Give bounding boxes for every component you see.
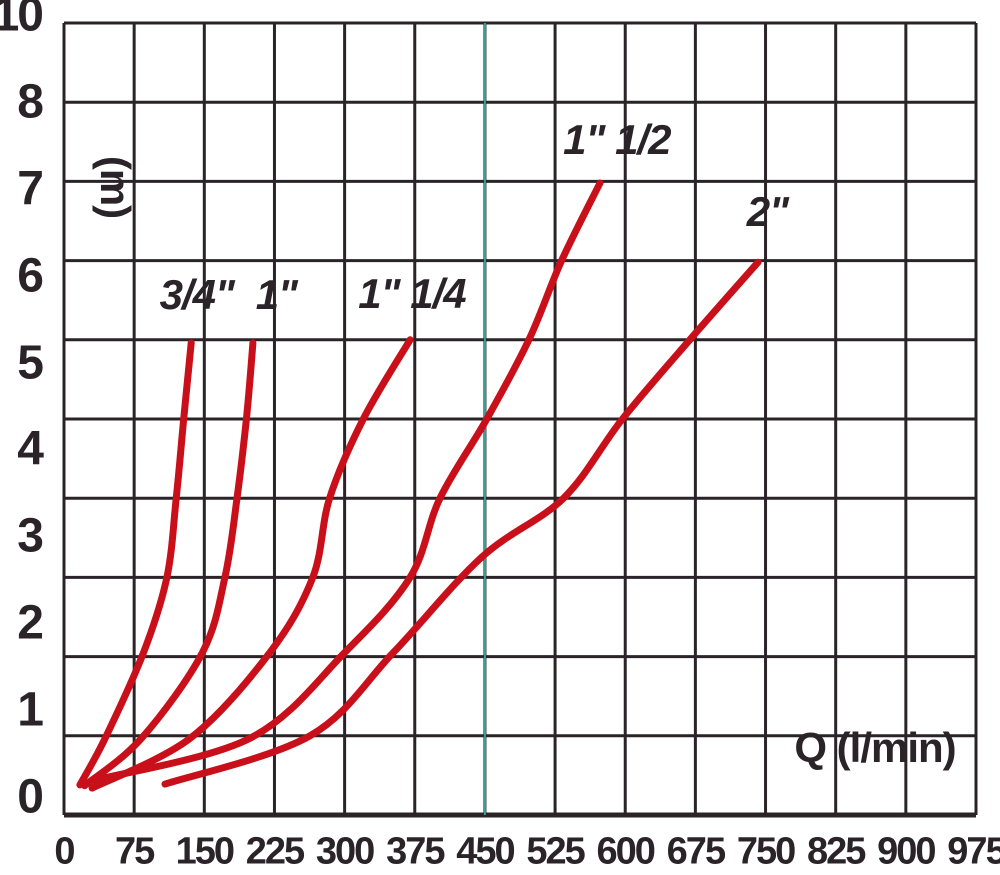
curve-1-1-2 [91,179,604,784]
x-tick-label-75: 75 [115,830,155,873]
curve-2- [161,258,762,788]
x-tick-label-750: 750 [736,830,796,873]
x-tick-label-225: 225 [245,830,305,873]
y-tick-label-7: 7 [17,162,44,216]
y-tick-label-5: 5 [17,336,44,390]
x-tick-label-900: 900 [877,830,936,873]
x-tick-label-825: 825 [806,830,866,873]
x-axis-title: Q (l/min) [794,724,956,771]
curve-label-1-: 1" [255,270,298,318]
x-tick-label-600: 600 [596,830,656,873]
y-tick-label-3: 3 [17,509,44,563]
x-tick-label-975: 975 [947,830,1000,873]
y-tick-label-8: 8 [17,75,44,129]
curve-1-1-4 [88,336,414,792]
x-tick-label-150: 150 [175,830,235,873]
x-tick-label-450: 450 [456,830,515,873]
y-tick-label-10: 10 [0,0,44,42]
curve-1- [81,339,257,790]
curve-label-2-: 2" [746,188,789,236]
y-tick-label-6: 6 [17,249,44,303]
curve-label-1-1-2: 1" 1/2 [563,116,671,164]
curve-label-3-4-: 3/4" [159,270,235,318]
x-tick-label-525: 525 [526,830,585,873]
curve-label-1-1-4: 1" 1/4 [358,269,466,317]
y-tick-label-2: 2 [17,596,44,650]
x-tick-label-0: 0 [54,830,75,873]
x-tick-label-675: 675 [666,830,726,873]
y-tick-label-1: 1 [17,683,44,737]
curve-3-4- [76,339,195,789]
x-tick-label-375: 375 [386,830,445,873]
y-tick-label-0: 0 [17,770,44,824]
x-tick-label-300: 300 [315,830,375,873]
y-tick-label-4: 4 [17,422,44,476]
y-axis-title: (m) [92,155,139,219]
